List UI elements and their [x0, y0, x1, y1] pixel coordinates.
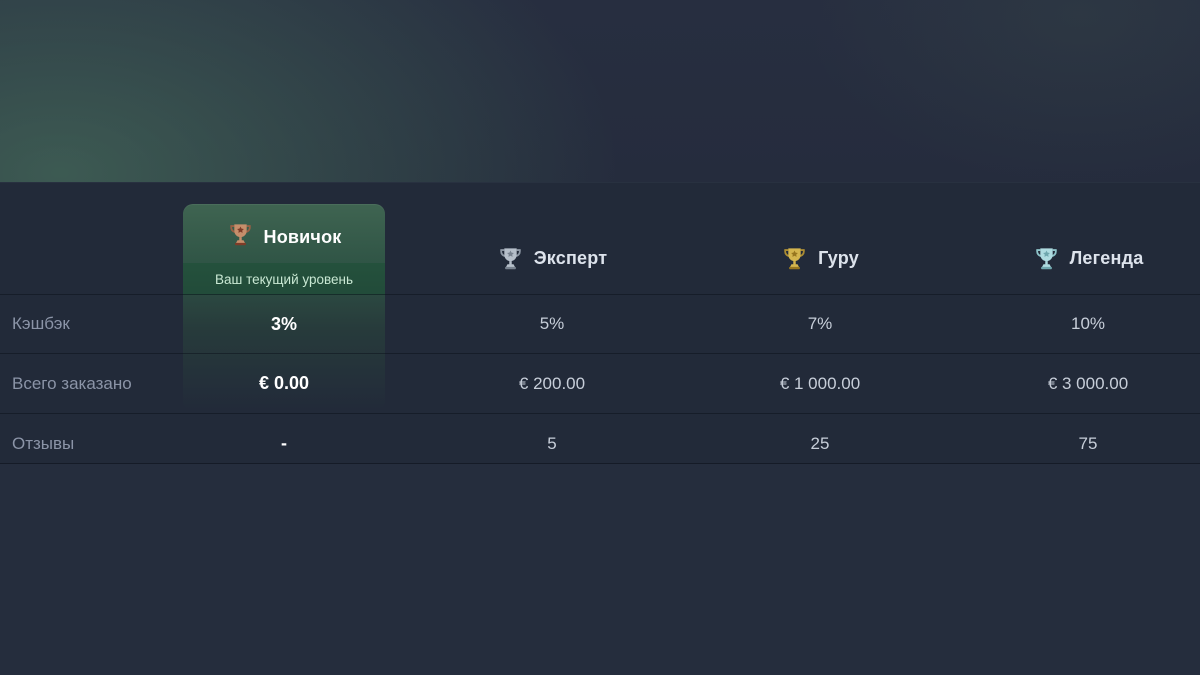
level-name: Легенда: [1069, 248, 1144, 268]
current-level-header: Новичок: [183, 204, 385, 254]
value-guru-total: € 1 000.00: [686, 353, 954, 413]
header-guru: Гуру: [686, 183, 954, 294]
value-novice-cashback: 3%: [150, 294, 418, 353]
gold-trophy-icon: [781, 245, 808, 272]
header-spacer: [0, 183, 150, 294]
value-guru-reviews: 25: [686, 413, 954, 463]
bronze-trophy-icon: [227, 221, 254, 253]
level-name: Гуру: [818, 248, 859, 268]
value-expert-total: € 200.00: [418, 353, 686, 413]
current-level-card: Новичок Ваш текущий уровень: [183, 204, 385, 411]
level-name: Эксперт: [533, 248, 608, 268]
row-label-total-ordered: Всего заказано: [0, 353, 150, 413]
hero-background: [0, 0, 1200, 182]
current-level-name: Новичок: [263, 226, 342, 247]
header-novice-placeholder: [150, 183, 418, 294]
row-label-cashback: Кэшбэк: [0, 294, 150, 353]
value-legend-reviews: 75: [954, 413, 1200, 463]
levels-table: Новичок Ваш текущий уровень Эксперт Гуру…: [0, 182, 1200, 464]
value-legend-cashback: 10%: [954, 294, 1200, 353]
value-novice-reviews: -: [150, 413, 418, 463]
platinum-trophy-icon: [1033, 245, 1060, 272]
current-level-badge: Ваш текущий уровень: [183, 263, 385, 295]
silver-trophy-icon: [497, 245, 524, 272]
value-guru-cashback: 7%: [686, 294, 954, 353]
header-expert: Эксперт: [418, 183, 686, 294]
row-label-reviews: Отзывы: [0, 413, 150, 463]
value-expert-cashback: 5%: [418, 294, 686, 353]
header-legend: Легенда: [954, 183, 1200, 294]
value-novice-total: € 0.00: [150, 353, 418, 413]
value-expert-reviews: 5: [418, 413, 686, 463]
levels-grid: Эксперт Гуру Легенда Кэшбэк 3% 5% 7% 10%…: [0, 183, 1200, 463]
value-legend-total: € 3 000.00: [954, 353, 1200, 413]
